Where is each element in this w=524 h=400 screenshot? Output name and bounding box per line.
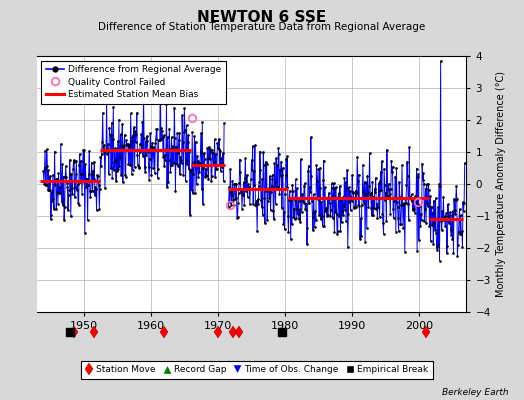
Legend: Difference from Regional Average, Quality Control Failed, Estimated Station Mean: Difference from Regional Average, Qualit… xyxy=(41,60,226,104)
Text: Berkeley Earth: Berkeley Earth xyxy=(442,388,508,397)
Text: Difference of Station Temperature Data from Regional Average: Difference of Station Temperature Data f… xyxy=(99,22,425,32)
Y-axis label: Monthly Temperature Anomaly Difference (°C): Monthly Temperature Anomaly Difference (… xyxy=(496,71,506,297)
Text: NEWTON 6 SSE: NEWTON 6 SSE xyxy=(198,10,326,25)
Legend: Station Move, Record Gap, Time of Obs. Change, Empirical Break: Station Move, Record Gap, Time of Obs. C… xyxy=(81,360,432,378)
